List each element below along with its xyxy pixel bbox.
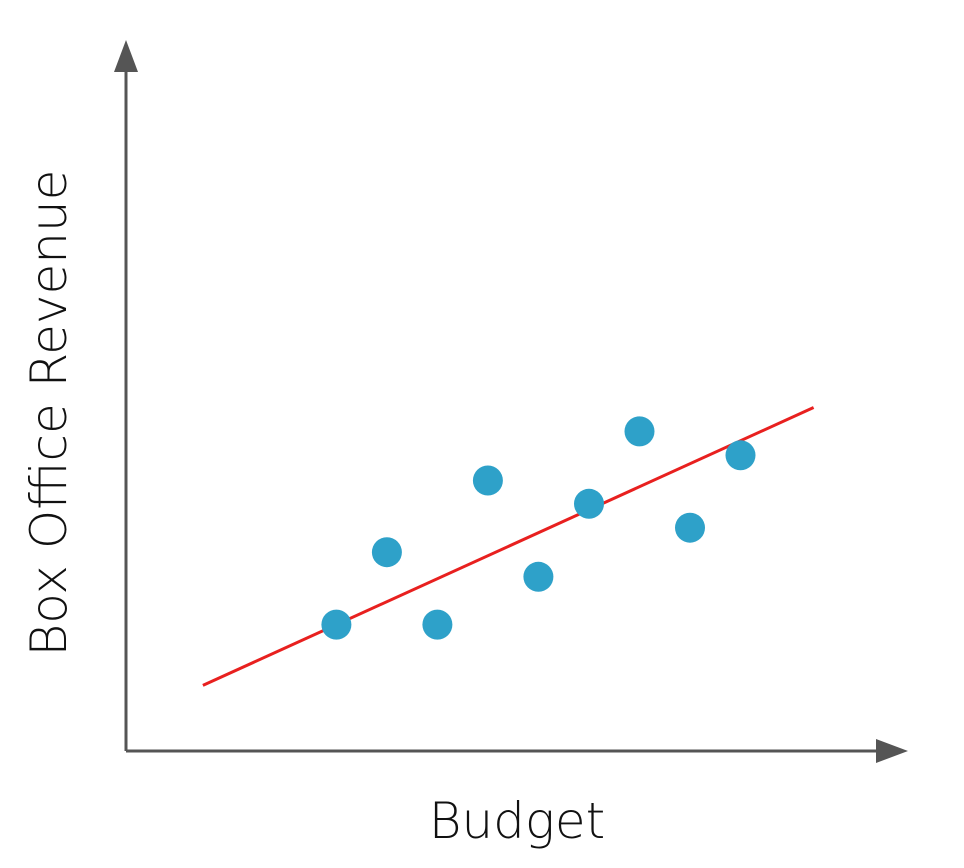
y-axis — [114, 40, 138, 751]
y-axis-arrow-icon — [114, 40, 138, 72]
data-point-5 — [523, 561, 554, 592]
plot-area — [202, 406, 815, 687]
x-axis-arrow-icon — [876, 739, 908, 763]
data-point-7 — [624, 416, 655, 447]
data-point-6 — [574, 488, 604, 519]
trend-line — [202, 406, 815, 687]
data-point-3 — [422, 609, 453, 640]
x-axis-label: Budget — [429, 792, 606, 850]
data-point-8 — [675, 512, 705, 543]
y-axis-label: Box Office Revenue — [20, 170, 78, 657]
data-point-4 — [472, 465, 503, 496]
data-point-9 — [725, 440, 756, 471]
x-axis — [126, 739, 908, 763]
data-point-2 — [371, 537, 402, 568]
data-point-1 — [321, 609, 352, 640]
